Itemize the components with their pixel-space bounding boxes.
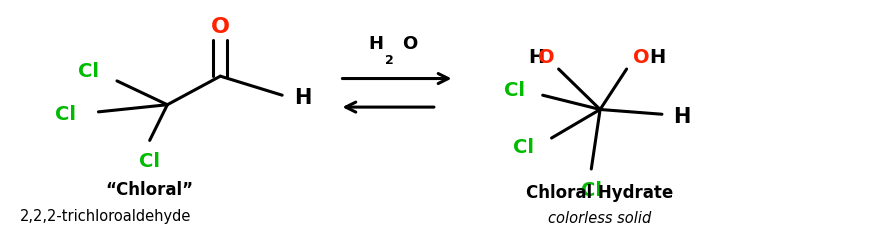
Text: O: O [633,48,650,67]
Text: 2: 2 [384,54,393,67]
Text: Cl: Cl [504,81,525,100]
Text: Cl: Cl [513,138,534,157]
Text: O: O [211,17,230,37]
Text: O: O [402,35,418,53]
Text: “Chloral”: “Chloral” [106,181,194,199]
Text: H: H [529,48,545,67]
Text: Cl: Cl [78,62,99,81]
Text: Cl: Cl [139,152,160,171]
Text: H: H [369,35,383,53]
Text: Chloral Hydrate: Chloral Hydrate [527,184,674,202]
Text: Cl: Cl [581,181,602,200]
Text: H: H [650,48,666,67]
Text: H: H [294,88,311,108]
Text: 2,2,2-trichloroaldehyde: 2,2,2-trichloroaldehyde [20,209,191,224]
Text: H: H [674,107,691,127]
Text: O: O [538,48,556,67]
Text: colorless solid: colorless solid [548,211,651,227]
Text: Cl: Cl [56,105,76,124]
